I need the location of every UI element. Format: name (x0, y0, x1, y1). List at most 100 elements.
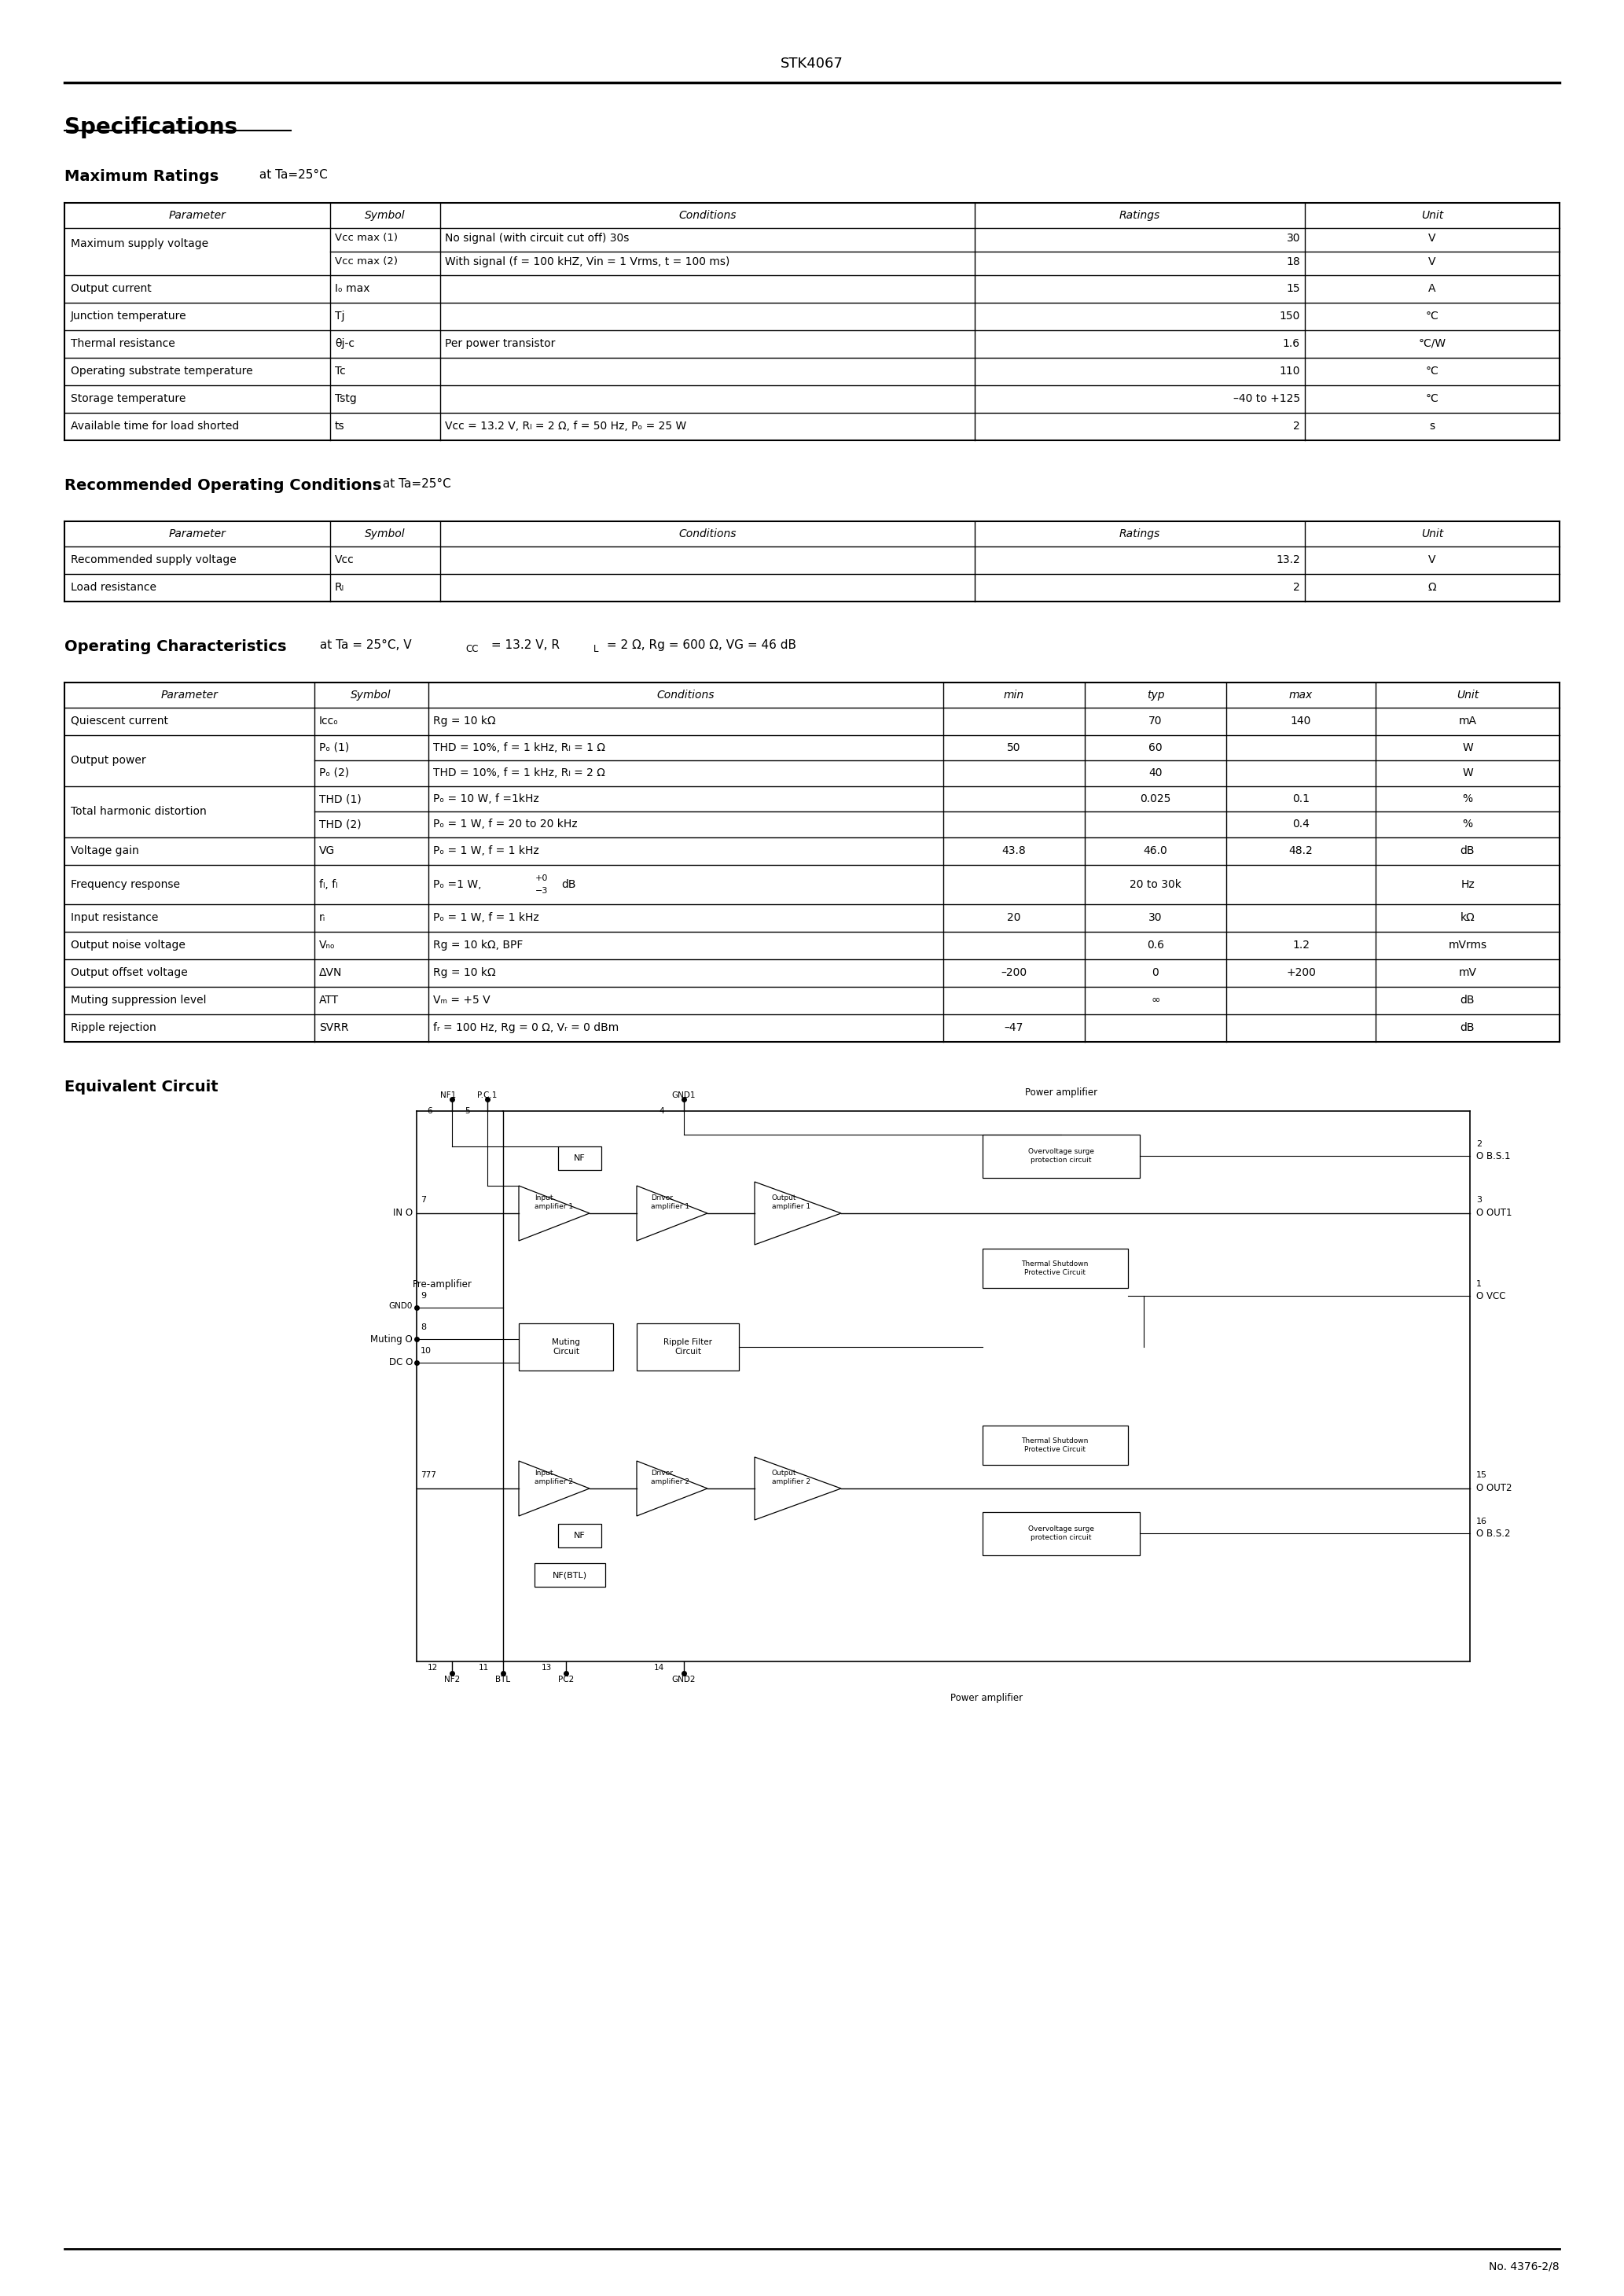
Text: 0.025: 0.025 (1140, 794, 1171, 804)
Text: Output
amplifier 2: Output amplifier 2 (771, 1469, 810, 1486)
Text: SVRR: SVRR (320, 1022, 349, 1033)
Text: 18: 18 (1286, 257, 1301, 266)
Text: 13.2: 13.2 (1276, 553, 1301, 565)
Text: 4: 4 (659, 1107, 664, 1116)
Text: VG: VG (320, 845, 335, 856)
Bar (983, 1513, 1140, 1554)
Text: Operating substrate temperature: Operating substrate temperature (71, 365, 253, 377)
Text: Parameter: Parameter (161, 689, 218, 700)
Text: Input resistance: Input resistance (71, 912, 158, 923)
Text: Conditions: Conditions (679, 528, 736, 540)
Text: 140: 140 (1291, 716, 1311, 726)
Text: NF1: NF1 (440, 1091, 456, 1100)
Text: W: W (1462, 767, 1473, 778)
Text: O OUT1: O OUT1 (1476, 1208, 1512, 1219)
Text: Recommended Operating Conditions: Recommended Operating Conditions (65, 478, 382, 494)
Bar (518, 1322, 614, 1371)
Text: 50: 50 (1007, 742, 1021, 753)
Text: Voltage gain: Voltage gain (71, 845, 140, 856)
Text: Thermal Shutdown
Protective Circuit: Thermal Shutdown Protective Circuit (1021, 1437, 1088, 1453)
Text: V: V (1429, 553, 1436, 565)
Text: θj-c: θj-c (335, 338, 354, 349)
Text: 40: 40 (1148, 767, 1163, 778)
Text: Specifications: Specifications (65, 117, 237, 138)
Text: NF(BTL): NF(BTL) (552, 1570, 588, 1580)
Text: Maximum Ratings: Maximum Ratings (65, 170, 219, 184)
Text: Load resistance: Load resistance (71, 581, 156, 592)
Text: mV: mV (1458, 967, 1476, 978)
Text: °C: °C (1426, 393, 1439, 404)
Text: Parameter: Parameter (169, 528, 226, 540)
Bar (983, 1134, 1140, 1178)
Text: Thermal resistance: Thermal resistance (71, 338, 175, 349)
Text: With signal (f = 100 kHZ, Vin = 1 Vrms, t = 100 ms): With signal (f = 100 kHZ, Vin = 1 Vrms, … (445, 257, 729, 266)
Text: Vₘ = +5 V: Vₘ = +5 V (434, 994, 490, 1006)
Polygon shape (755, 1458, 841, 1520)
Text: −3: −3 (536, 886, 549, 895)
Text: Overvoltage surge
protection circuit: Overvoltage surge protection circuit (1028, 1525, 1095, 1541)
Text: 30: 30 (1148, 912, 1163, 923)
Text: Tstg: Tstg (335, 393, 357, 404)
Text: Ratings: Ratings (1119, 209, 1160, 220)
Text: 11: 11 (479, 1665, 489, 1671)
Text: Pₒ (1): Pₒ (1) (320, 742, 349, 753)
Text: 15: 15 (1286, 282, 1301, 294)
Text: GND2: GND2 (672, 1676, 695, 1683)
Bar (637, 1322, 739, 1371)
Text: THD (1): THD (1) (320, 794, 362, 804)
Text: Ripple Filter
Circuit: Ripple Filter Circuit (664, 1339, 713, 1355)
Text: A: A (1429, 282, 1436, 294)
Text: °C: °C (1426, 365, 1439, 377)
Text: Driver
amplifier 1: Driver amplifier 1 (651, 1194, 690, 1210)
Text: Operating Characteristics: Operating Characteristics (65, 638, 286, 654)
Text: Rₗ: Rₗ (335, 581, 344, 592)
Text: 43.8: 43.8 (1002, 845, 1026, 856)
Text: V: V (1429, 232, 1436, 243)
Text: Symbol: Symbol (365, 209, 406, 220)
Text: –40 to +125: –40 to +125 (1233, 393, 1301, 404)
Text: dB: dB (1460, 994, 1475, 1006)
Text: ts: ts (335, 420, 344, 432)
Text: BTL: BTL (495, 1676, 510, 1683)
Text: Symbol: Symbol (351, 689, 391, 700)
Text: Pₒ = 10 W, f =1kHz: Pₒ = 10 W, f =1kHz (434, 794, 539, 804)
Text: NF: NF (573, 1155, 585, 1162)
Text: 150: 150 (1280, 310, 1301, 321)
Text: 15: 15 (1476, 1472, 1488, 1479)
Bar (983, 1249, 1129, 1288)
Text: Maximum supply voltage: Maximum supply voltage (71, 239, 208, 250)
Text: 20 to 30k: 20 to 30k (1130, 879, 1181, 891)
Text: ATT: ATT (320, 994, 339, 1006)
Text: at Ta=25°C: at Ta=25°C (255, 170, 328, 181)
Text: O VCC: O VCC (1476, 1290, 1505, 1302)
Text: Storage temperature: Storage temperature (71, 393, 185, 404)
Text: rᵢ: rᵢ (320, 912, 326, 923)
Text: Quiescent current: Quiescent current (71, 716, 169, 726)
Text: L: L (593, 643, 599, 654)
Text: Iₒ max: Iₒ max (335, 282, 370, 294)
Text: Rg = 10 kΩ, BPF: Rg = 10 kΩ, BPF (434, 939, 523, 951)
Text: 60: 60 (1148, 742, 1163, 753)
Text: 10: 10 (421, 1348, 432, 1355)
Text: 1: 1 (1476, 1281, 1481, 1288)
Text: IN O: IN O (393, 1208, 412, 1219)
Text: Symbol: Symbol (365, 528, 406, 540)
Text: = 2 Ω, Rg = 600 Ω, VG = 46 dB: = 2 Ω, Rg = 600 Ω, VG = 46 dB (603, 638, 796, 652)
Text: ΔVN: ΔVN (320, 967, 343, 978)
Text: Unit: Unit (1421, 209, 1444, 220)
Text: dB: dB (562, 879, 577, 891)
Text: ∞: ∞ (1151, 994, 1160, 1006)
Text: Output
amplifier 1: Output amplifier 1 (771, 1194, 810, 1210)
Text: s: s (1429, 420, 1436, 432)
Text: %: % (1463, 794, 1473, 804)
Text: Thermal Shutdown
Protective Circuit: Thermal Shutdown Protective Circuit (1021, 1261, 1088, 1277)
Text: Pₒ (2): Pₒ (2) (320, 767, 349, 778)
Text: No signal (with circuit cut off) 30s: No signal (with circuit cut off) 30s (445, 232, 628, 243)
Text: 0.1: 0.1 (1293, 794, 1309, 804)
Text: Pₒ = 1 W, f = 20 to 20 kHz: Pₒ = 1 W, f = 20 to 20 kHz (434, 820, 578, 829)
Text: Iᴄᴄₒ: Iᴄᴄₒ (320, 716, 339, 726)
Text: Output noise voltage: Output noise voltage (71, 939, 185, 951)
Text: 48.2: 48.2 (1289, 845, 1314, 856)
Text: Per power transistor: Per power transistor (445, 338, 555, 349)
Text: 3: 3 (1476, 1196, 1481, 1203)
